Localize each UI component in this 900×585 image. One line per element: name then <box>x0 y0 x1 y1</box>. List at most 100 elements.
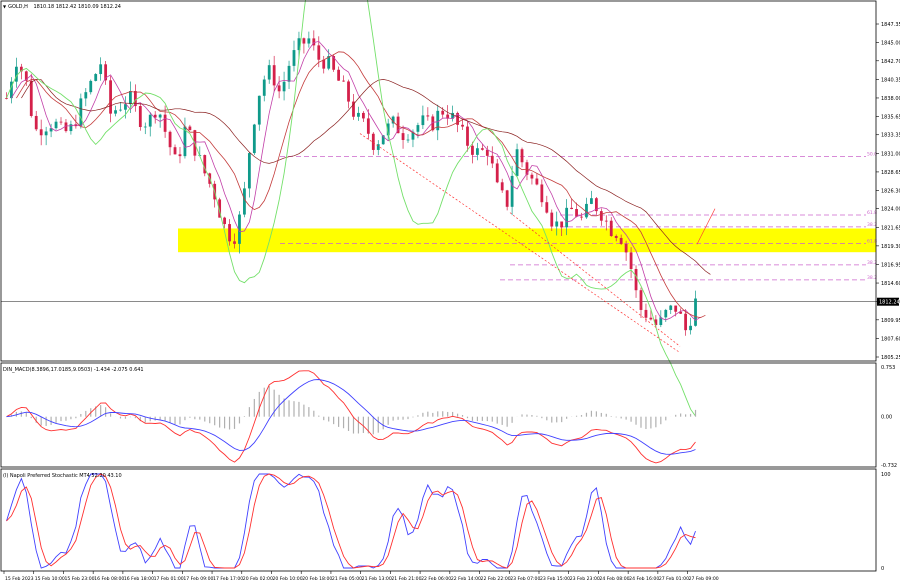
candle-body <box>446 114 450 119</box>
time-tick-label: 16 Feb 08:00 <box>94 576 124 582</box>
candle-body <box>223 217 226 225</box>
candle-body <box>302 38 306 44</box>
candle-body <box>694 298 697 326</box>
candle-body <box>689 325 692 331</box>
candle-body <box>109 80 112 114</box>
candle-body <box>327 55 331 69</box>
candle-body <box>535 178 539 185</box>
candle-body <box>629 252 633 269</box>
candle-body <box>178 154 182 157</box>
candle-body <box>411 131 415 140</box>
stochastic-k-line <box>6 473 696 569</box>
candle-body <box>54 121 58 129</box>
candle-body <box>580 216 583 218</box>
price-tick-label: 1826.30 <box>881 189 900 195</box>
candle-body <box>540 184 544 203</box>
macd-panel[interactable] <box>6 370 697 464</box>
price-tick-label: 1845.00 <box>881 41 900 47</box>
candle-body <box>530 174 534 179</box>
time-tick-label: 15 Feb 23:00 <box>64 576 94 582</box>
candle-body <box>476 148 479 155</box>
candle-body <box>173 147 177 155</box>
candle-body <box>124 104 127 110</box>
time-tick-label: 21 Feb 05:00 <box>332 576 362 582</box>
candle-body <box>555 221 559 227</box>
time-tick-label: 16 Feb 18:00 <box>124 576 154 582</box>
price-tick-label: 1835.65 <box>881 115 900 121</box>
candle-body <box>679 311 683 314</box>
current-price-tag-label: 1812.24 <box>879 300 900 306</box>
candle-body <box>307 38 311 44</box>
candle-body <box>654 319 658 326</box>
candle-body <box>153 114 157 118</box>
price-axis: 1847.35 1845.00 1842.70 1840.35 1838.00 1835.… <box>0 0 900 572</box>
macd-tick-label: 0.00 <box>881 415 892 421</box>
candle-body <box>297 38 301 51</box>
time-tick-label: 21 Feb 21:00 <box>391 576 421 582</box>
fib-level-label: 50.0 <box>867 151 877 157</box>
candle-body <box>143 126 147 128</box>
time-tick-label: 20 Feb 02:00 <box>243 576 273 582</box>
candle-body <box>104 64 108 81</box>
candle-body <box>317 45 321 60</box>
trend-line <box>359 133 681 353</box>
candle-body <box>480 148 484 150</box>
stochastic-panel[interactable] <box>6 473 696 569</box>
fib-level-label: 38.2 <box>867 275 877 281</box>
candle-body <box>287 65 291 82</box>
candle-body <box>218 199 222 218</box>
price-panel[interactable]: 50.0 61.8 38.2 61.8 38.2 38.2 <box>1 0 877 417</box>
candle-body <box>490 155 494 164</box>
time-tick-label: 17 Feb 09:00 <box>183 576 213 582</box>
candle-body <box>188 126 192 131</box>
candle-body <box>525 162 529 175</box>
candle-body <box>461 124 464 127</box>
macd-panel-frame <box>0 362 877 468</box>
candle-body <box>639 290 643 310</box>
candle-body <box>34 115 38 130</box>
candle-body <box>322 59 326 69</box>
candle-body <box>129 90 132 105</box>
candle-body <box>396 116 400 134</box>
candle-body <box>39 129 43 136</box>
candle-body <box>352 101 355 117</box>
candle-body <box>510 175 514 207</box>
candle-body <box>183 126 187 157</box>
candle-body <box>634 268 638 291</box>
candle-body <box>24 71 28 81</box>
ohlc-readout: 1810.18 1812.42 1810.09 1812.24 <box>33 4 121 10</box>
candle-body <box>228 224 231 242</box>
stochastic-tick-label: 100 <box>881 472 891 478</box>
time-tick-label: 20 Feb 10:00 <box>272 576 302 582</box>
candle-body <box>158 114 162 118</box>
candle-body <box>49 128 53 132</box>
candle-body <box>312 38 316 46</box>
candle-body <box>659 317 663 326</box>
macd-header: DIN_MACD(8.3896,17.0185,9.0503) -1.434 -… <box>3 367 144 373</box>
candle-body <box>64 122 68 132</box>
candle-body <box>441 110 445 115</box>
candle-body <box>203 155 207 174</box>
candle-body <box>500 182 504 191</box>
fib-level-label: 38.2 <box>867 222 877 228</box>
stochastic-tick-label: 0 <box>881 566 884 572</box>
candle-body <box>282 81 286 92</box>
time-tick-label: 15 Feb 2023 <box>5 576 34 582</box>
candle-body <box>267 65 271 80</box>
candle-body <box>560 221 564 228</box>
candle-body <box>84 92 88 99</box>
symbol-header: ▼ GOLD,H 1810.18 1812.42 1810.09 1812.24 <box>3 4 121 10</box>
price-panel-frame <box>0 0 877 362</box>
candle-body <box>381 135 385 145</box>
candle-body <box>515 149 519 176</box>
symbol-dropdown-icon[interactable]: ▼ <box>3 4 7 9</box>
candle-body <box>609 220 613 237</box>
time-tick-label: 27 Feb 01:00 <box>659 576 689 582</box>
candle-body <box>431 116 435 131</box>
candle-body <box>262 79 266 96</box>
fast-ma-line <box>11 40 701 321</box>
price-tick-label: 1809.95 <box>881 318 900 324</box>
time-tick-label: 22 Feb 22:00 <box>481 576 511 582</box>
candle-body <box>590 198 593 204</box>
